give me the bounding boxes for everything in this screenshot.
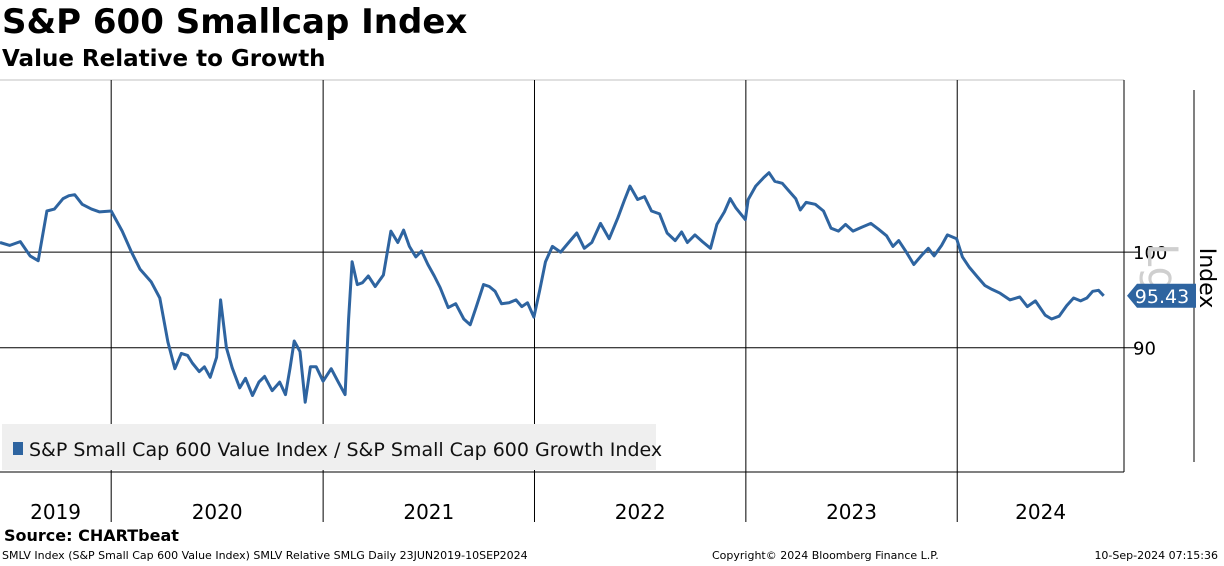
year-label-2024: 2024 bbox=[1015, 500, 1066, 524]
y-axis-label: Index bbox=[1194, 248, 1219, 309]
last-value-marker: 95.43 bbox=[1127, 283, 1196, 308]
legend-box bbox=[2, 424, 656, 470]
timestamp: 10-Sep-2024 07:15:36 bbox=[1094, 549, 1218, 562]
year-label-2019: 2019 bbox=[30, 500, 81, 524]
year-label-2023: 2023 bbox=[826, 500, 877, 524]
source-note: Source: CHARTbeat bbox=[4, 526, 179, 545]
legend: S&P Small Cap 600 Value Index / S&P Smal… bbox=[2, 424, 662, 470]
y-tick-label-90: 90 bbox=[1133, 339, 1156, 360]
year-label-2022: 2022 bbox=[615, 500, 666, 524]
last-value-label: 95.43 bbox=[1135, 286, 1189, 308]
x-axis-years: 2019 2020 2021 2022 2023 2024 bbox=[30, 500, 1066, 524]
copyright-note: Copyright© 2024 Bloomberg Finance L.P. bbox=[712, 549, 939, 562]
year-label-2020: 2020 bbox=[192, 500, 243, 524]
chart-subtitle: Value Relative to Growth bbox=[2, 46, 326, 72]
year-label-2021: 2021 bbox=[403, 500, 454, 524]
legend-label: S&P Small Cap 600 Value Index / S&P Smal… bbox=[29, 439, 662, 461]
y-tick-label-100: 100 bbox=[1133, 243, 1167, 264]
last-value-tag bbox=[1127, 283, 1196, 308]
series-line bbox=[0, 171, 1105, 404]
chart-title: S&P 600 Smallcap Index bbox=[2, 2, 468, 42]
security-description: SMLV Index (S&P Small Cap 600 Value Inde… bbox=[2, 549, 528, 562]
value-gridlines bbox=[0, 251, 1138, 349]
y-axis-ticks: 90 100 bbox=[1133, 243, 1167, 360]
legend-swatch bbox=[13, 442, 23, 455]
